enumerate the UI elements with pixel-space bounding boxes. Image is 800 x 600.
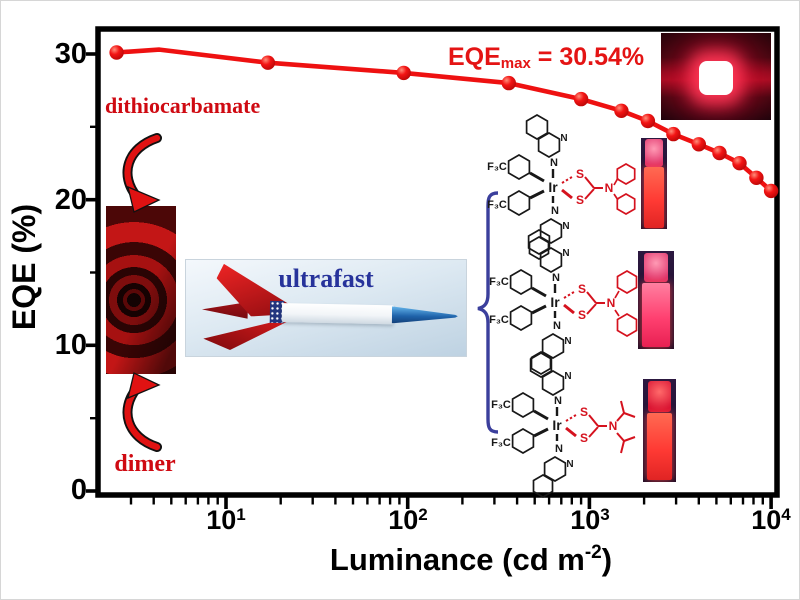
emissive-vial-photo-1 bbox=[641, 138, 667, 229]
rocket-body bbox=[281, 303, 395, 325]
svg-text:N: N bbox=[564, 371, 571, 382]
data-point bbox=[614, 103, 629, 119]
svg-text:N: N bbox=[552, 272, 560, 284]
svg-text:N: N bbox=[555, 443, 563, 455]
x-axis-title: Luminance (cd m-2) bbox=[329, 542, 613, 577]
svg-text:Ir: Ir bbox=[552, 417, 562, 433]
vial-liquid bbox=[644, 167, 664, 228]
vial-liquid bbox=[646, 412, 673, 481]
x-tick-10e4: 104 bbox=[751, 505, 791, 535]
data-point bbox=[109, 45, 124, 60]
svg-text:N: N bbox=[560, 133, 567, 144]
svg-text:S: S bbox=[580, 405, 588, 419]
vial-cap bbox=[645, 139, 663, 167]
data-point bbox=[501, 75, 516, 91]
red-oled-pixel-photo bbox=[661, 33, 771, 120]
svg-text:N: N bbox=[564, 336, 571, 347]
x-tick-10e3: 103 bbox=[570, 505, 610, 535]
oled-emitting-area bbox=[699, 61, 733, 96]
red-liquid-ripple-photo bbox=[106, 206, 176, 374]
svg-text:F₃C: F₃C bbox=[491, 437, 511, 449]
svg-text:N: N bbox=[562, 248, 569, 259]
data-point bbox=[763, 183, 779, 199]
svg-text:S: S bbox=[578, 282, 586, 296]
svg-text:F₃C: F₃C bbox=[489, 276, 509, 288]
data-point bbox=[712, 145, 727, 161]
svg-text:F₃C: F₃C bbox=[489, 314, 509, 326]
svg-text:S: S bbox=[578, 308, 586, 322]
data-point bbox=[691, 137, 706, 152]
curved-arrow-down bbox=[122, 133, 162, 213]
data-point bbox=[260, 55, 276, 70]
svg-text:S: S bbox=[576, 193, 584, 207]
y-tick-0: 0 bbox=[70, 474, 87, 506]
svg-text:S: S bbox=[576, 167, 584, 181]
svg-text:N: N bbox=[554, 395, 562, 407]
dithiocarbamate-label: dithiocarbamate bbox=[105, 93, 261, 118]
y-tick-30: 30 bbox=[54, 38, 87, 70]
svg-text:F₃C: F₃C bbox=[487, 199, 507, 211]
x-tick-10e2: 102 bbox=[388, 505, 428, 535]
rocket-pen-photo: ultrafast bbox=[185, 259, 467, 357]
svg-text:N: N bbox=[550, 157, 558, 169]
data-point bbox=[640, 113, 656, 129]
svg-text:F₃C: F₃C bbox=[491, 399, 511, 411]
data-point bbox=[573, 91, 589, 107]
emissive-vial-photo-3 bbox=[643, 379, 676, 482]
y-tick-20: 20 bbox=[54, 184, 87, 216]
svg-text:N: N bbox=[607, 296, 616, 310]
svg-text:S: S bbox=[580, 431, 588, 445]
data-point bbox=[732, 156, 747, 171]
vial-liquid bbox=[642, 283, 670, 348]
svg-text:N: N bbox=[562, 221, 569, 232]
vial-cap bbox=[648, 380, 671, 412]
y-tick-10: 10 bbox=[54, 329, 87, 361]
dimer-label: dimer bbox=[114, 451, 176, 477]
data-point bbox=[666, 126, 681, 142]
data-point bbox=[749, 170, 764, 185]
vial-cap bbox=[643, 252, 669, 283]
eqe-max-annotation: EQEmax = 30.54% bbox=[448, 43, 645, 72]
svg-text:N: N bbox=[553, 320, 561, 332]
svg-text:N: N bbox=[605, 181, 614, 195]
emissive-vial-photo-2 bbox=[638, 251, 674, 349]
svg-text:N: N bbox=[551, 205, 559, 217]
svg-text:Ir: Ir bbox=[550, 294, 560, 310]
ultrafast-label: ultrafast bbox=[278, 264, 374, 293]
data-point bbox=[396, 65, 411, 81]
grouping-brace bbox=[477, 191, 499, 434]
svg-text:Ir: Ir bbox=[548, 179, 558, 195]
rocket-nose-cone bbox=[392, 306, 458, 324]
svg-text:N: N bbox=[566, 459, 573, 470]
curved-arrow-up bbox=[122, 372, 162, 452]
svg-text:F₃C: F₃C bbox=[487, 161, 507, 173]
x-tick-10e1: 101 bbox=[206, 505, 246, 535]
svg-text:N: N bbox=[609, 419, 618, 433]
